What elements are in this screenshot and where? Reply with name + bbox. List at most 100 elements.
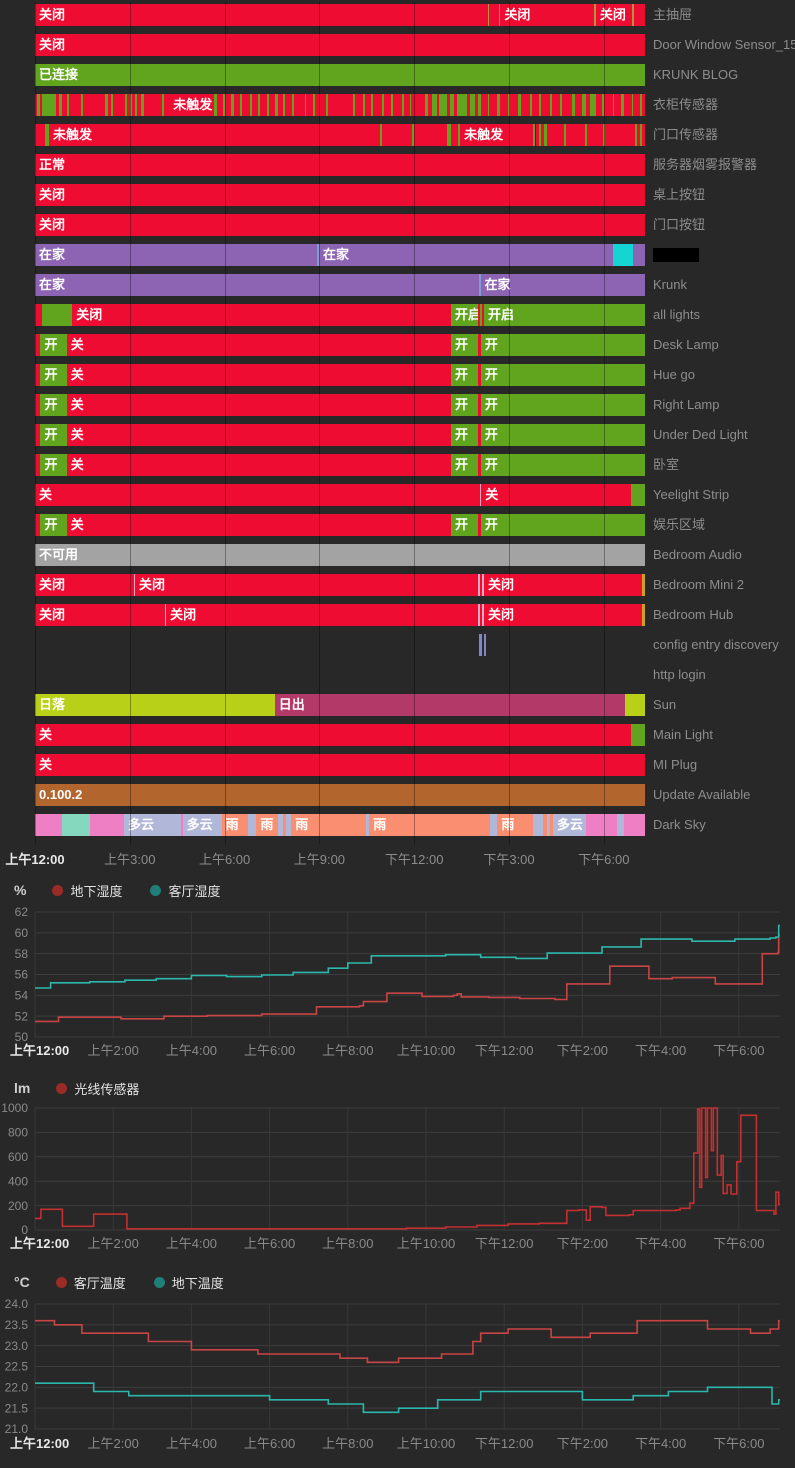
state-segment[interactable]: 关 bbox=[35, 754, 645, 776]
state-segment[interactable] bbox=[278, 814, 284, 836]
state-segment[interactable] bbox=[424, 94, 429, 116]
state-segment[interactable]: 在家 bbox=[318, 244, 614, 266]
state-segment[interactable]: 关 bbox=[66, 454, 452, 476]
state-segment[interactable] bbox=[479, 274, 481, 296]
state-segment[interactable] bbox=[479, 304, 482, 326]
state-segment[interactable] bbox=[641, 604, 645, 626]
state-segment[interactable] bbox=[35, 364, 41, 386]
state-segment[interactable] bbox=[549, 94, 553, 116]
state-segment[interactable] bbox=[478, 574, 481, 596]
state-segment[interactable] bbox=[124, 94, 128, 116]
state-segment[interactable] bbox=[249, 94, 253, 116]
state-segment[interactable]: 关闭 bbox=[72, 304, 451, 326]
state-segment[interactable] bbox=[487, 94, 490, 116]
state-segment[interactable] bbox=[633, 4, 645, 26]
state-segment[interactable]: 开 bbox=[451, 454, 478, 476]
state-segment[interactable] bbox=[140, 94, 144, 116]
state-segment[interactable] bbox=[409, 94, 412, 116]
state-segment[interactable] bbox=[477, 364, 481, 386]
state-segment[interactable] bbox=[634, 124, 637, 146]
state-segment[interactable] bbox=[258, 94, 261, 116]
state-segment[interactable] bbox=[223, 94, 226, 116]
state-segment[interactable] bbox=[89, 814, 125, 836]
state-segment[interactable] bbox=[164, 604, 167, 626]
state-segment[interactable]: 雨 bbox=[497, 814, 533, 836]
state-segment[interactable] bbox=[582, 94, 587, 116]
state-segment[interactable]: 开 bbox=[40, 334, 67, 356]
state-segment[interactable]: 开 bbox=[451, 364, 478, 386]
state-segment[interactable] bbox=[35, 424, 41, 446]
state-segment[interactable]: 正常 bbox=[35, 154, 645, 176]
state-segment[interactable] bbox=[283, 94, 286, 116]
state-segment[interactable] bbox=[532, 814, 544, 836]
state-segment[interactable]: 开 bbox=[480, 364, 645, 386]
state-segment[interactable] bbox=[447, 124, 452, 146]
state-segment[interactable] bbox=[563, 124, 566, 146]
state-segment[interactable]: 雨 bbox=[256, 814, 279, 836]
state-segment[interactable] bbox=[479, 634, 482, 656]
state-segment[interactable]: 开 bbox=[480, 334, 645, 356]
state-segment[interactable]: 关闭 bbox=[595, 4, 632, 26]
state-segment[interactable] bbox=[616, 814, 625, 836]
state-segment[interactable]: 未触发 bbox=[49, 124, 381, 146]
state-segment[interactable] bbox=[631, 94, 634, 116]
state-segment[interactable] bbox=[431, 94, 437, 116]
illuminance-series-line[interactable] bbox=[35, 1107, 780, 1230]
state-segment[interactable] bbox=[104, 94, 108, 116]
state-segment[interactable] bbox=[477, 514, 481, 536]
state-segment[interactable] bbox=[604, 124, 635, 146]
state-segment[interactable]: 关 bbox=[35, 724, 631, 746]
state-segment[interactable] bbox=[590, 94, 597, 116]
state-segment[interactable]: 日出 bbox=[274, 694, 625, 716]
state-segment[interactable] bbox=[489, 4, 499, 26]
state-segment[interactable] bbox=[390, 94, 394, 116]
state-segment[interactable] bbox=[641, 574, 645, 596]
state-segment[interactable] bbox=[449, 94, 455, 116]
state-segment[interactable] bbox=[266, 94, 269, 116]
state-segment[interactable] bbox=[439, 94, 448, 116]
state-segment[interactable] bbox=[587, 124, 603, 146]
state-segment[interactable] bbox=[41, 94, 56, 116]
state-segment[interactable] bbox=[632, 244, 645, 266]
state-segment[interactable] bbox=[35, 394, 41, 416]
state-segment[interactable] bbox=[291, 94, 295, 116]
state-segment[interactable]: 关 bbox=[35, 484, 480, 506]
state-segment[interactable] bbox=[487, 4, 490, 26]
state-segment[interactable]: 多云 bbox=[182, 814, 222, 836]
state-segment[interactable] bbox=[353, 94, 356, 116]
state-segment[interactable]: 开 bbox=[451, 394, 478, 416]
state-segment[interactable] bbox=[325, 94, 329, 116]
state-segment[interactable] bbox=[478, 604, 481, 626]
state-segment[interactable] bbox=[58, 94, 63, 116]
state-segment[interactable] bbox=[247, 814, 257, 836]
state-segment[interactable] bbox=[630, 724, 645, 746]
state-segment[interactable] bbox=[130, 94, 132, 116]
state-segment[interactable]: 关闭 bbox=[35, 214, 645, 236]
state-segment[interactable]: 开 bbox=[451, 334, 478, 356]
state-segment[interactable]: 关 bbox=[66, 514, 452, 536]
state-segment[interactable] bbox=[480, 574, 483, 596]
state-segment[interactable]: 开 bbox=[451, 424, 478, 446]
state-segment[interactable] bbox=[479, 484, 482, 506]
state-segment[interactable] bbox=[304, 94, 307, 116]
state-segment[interactable]: 开 bbox=[40, 514, 67, 536]
state-segment[interactable] bbox=[286, 814, 292, 836]
state-segment[interactable] bbox=[362, 94, 365, 116]
state-segment[interactable] bbox=[601, 94, 605, 116]
state-segment[interactable] bbox=[35, 814, 63, 836]
state-segment[interactable] bbox=[402, 94, 405, 116]
state-segment[interactable]: 未触发 bbox=[460, 124, 534, 146]
state-segment[interactable]: 开启 bbox=[451, 304, 481, 326]
state-segment[interactable] bbox=[529, 94, 533, 116]
state-segment[interactable] bbox=[477, 334, 481, 356]
state-segment[interactable] bbox=[111, 94, 114, 116]
state-segment[interactable]: 关闭 bbox=[483, 604, 642, 626]
state-segment[interactable]: 开 bbox=[40, 454, 67, 476]
state-segment[interactable]: 关闭 bbox=[135, 574, 479, 596]
state-segment[interactable]: 开 bbox=[40, 364, 67, 386]
state-segment[interactable] bbox=[642, 124, 645, 146]
state-segment[interactable] bbox=[594, 4, 596, 26]
state-segment[interactable] bbox=[572, 94, 575, 116]
